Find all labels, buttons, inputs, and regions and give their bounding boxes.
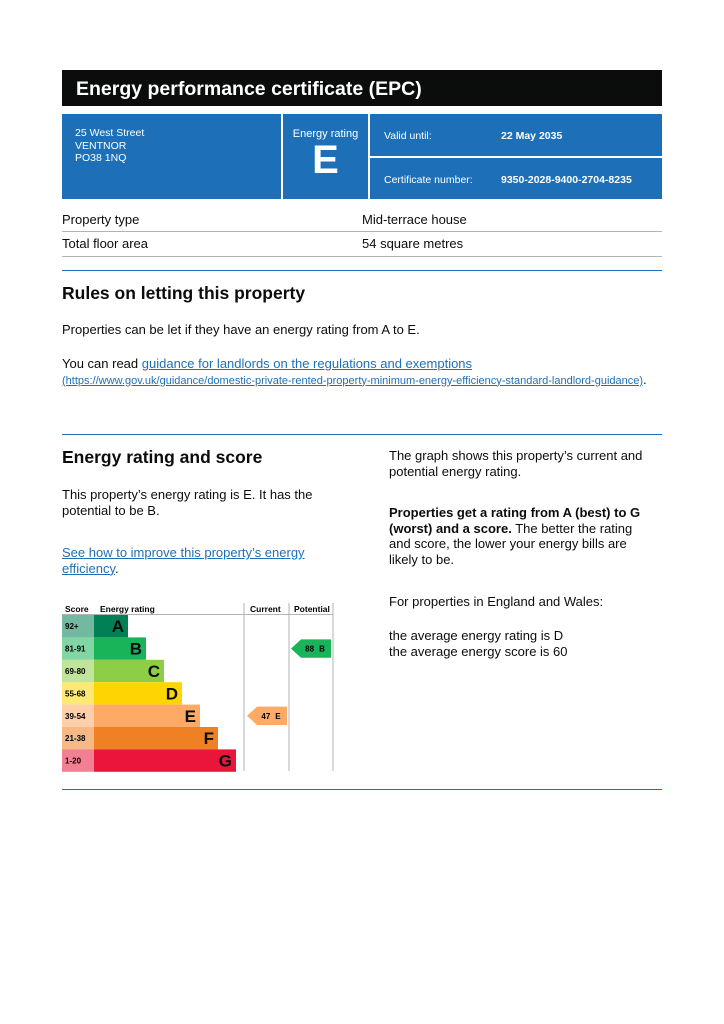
current-score: 47: [261, 712, 270, 721]
band-score: 39-54: [65, 712, 86, 721]
divider: [62, 434, 662, 435]
rating-bar: [94, 682, 182, 705]
score-cell: [62, 637, 94, 660]
band-letter: E: [185, 707, 196, 726]
title: Energy performance certificate (EPC): [76, 78, 422, 100]
valid-label: Valid until:: [384, 130, 432, 142]
band-score: 81-91: [65, 645, 86, 654]
graph-header: Score: [65, 604, 89, 614]
paragraph: the average energy rating is D the avera…: [389, 628, 655, 659]
score-cell: [62, 727, 94, 750]
table-cell: Mid-terrace house: [362, 212, 467, 227]
band-letter: A: [112, 617, 124, 636]
section-heading: Energy rating and score: [62, 447, 263, 467]
rating-box: Energy rating E: [283, 114, 368, 199]
current-letter: E: [275, 712, 281, 721]
band-letter: F: [204, 729, 214, 748]
valid-box: Valid until: 22 May 2035: [370, 114, 662, 156]
rating-bar: [94, 704, 200, 727]
text: the average energy rating is D: [389, 628, 564, 643]
text: .: [115, 560, 119, 576]
band-score: 1-20: [65, 757, 82, 766]
potential-score: 88: [305, 645, 314, 654]
current-label: 47 E: [261, 712, 281, 721]
rating-label: Energy rating: [292, 128, 359, 140]
divider: [62, 270, 662, 271]
rating-bar: [94, 727, 218, 750]
score-cell: [62, 682, 94, 705]
header-bar: Energy performance certificate (EPC): [62, 70, 662, 106]
potential-letter: B: [319, 645, 325, 654]
table-row: Total floor area 54 square metres: [62, 232, 662, 257]
text: .: [643, 371, 647, 387]
table-cell: Property type: [62, 212, 140, 227]
certificate-box: Certificate number: 9350-2028-9400-2704-…: [370, 158, 662, 199]
address-line: VENTNOR: [75, 139, 127, 152]
url-link[interactable]: (https://www.gov.uk/guidance/domestic-pr…: [62, 374, 644, 387]
table-row: Property type Mid-terrace house: [62, 210, 662, 232]
potential-label: 88 B: [305, 645, 325, 654]
current-arrow: [247, 706, 287, 725]
band-letter: D: [166, 684, 178, 703]
score-cell: [62, 615, 94, 638]
paragraph: Properties get a rating from A (best) to…: [389, 505, 655, 567]
table-cell: Total floor area: [62, 236, 148, 251]
band-score: 21-38: [65, 734, 86, 743]
paragraph: You can read guidance for landlords on t…: [62, 356, 662, 389]
rating-bar: [94, 615, 128, 638]
rating-bar: [94, 659, 164, 683]
band-score: 69-80: [65, 667, 86, 676]
address-box: 25 West Street VENTNOR PO38 1NQ: [62, 114, 281, 199]
band-letter: C: [148, 662, 160, 681]
band-letter: B: [130, 640, 142, 659]
rating-letter: E: [312, 138, 339, 182]
potential-arrow: [291, 639, 331, 658]
graph-header: Potential: [294, 604, 330, 614]
epc-graph: Score Energy rating Current Potential 92+ A 81…: [62, 603, 334, 772]
paragraph: This property’s energy rating is E. It h…: [62, 487, 313, 518]
graph-header: Energy rating: [100, 604, 155, 614]
table-cell: 54 square metres: [362, 236, 464, 251]
band-score: 92+: [65, 622, 79, 631]
link[interactable]: guidance for landlords on the regulation…: [141, 356, 473, 371]
address: 25 West Street VENTNOR PO38 1NQ: [75, 127, 144, 165]
text: You can read: [62, 356, 142, 371]
score-cell: [62, 749, 94, 772]
rating-bar: [94, 637, 146, 660]
paragraph: For properties in England and Wales:: [389, 594, 604, 609]
rating-bar: [94, 749, 236, 772]
band-letter: G: [219, 752, 232, 771]
section-heading: Rules on letting this property: [62, 283, 306, 303]
paragraph: See how to improve this property’s energ…: [62, 545, 324, 576]
certificate-value: 9350-2028-9400-2704-8235: [501, 174, 632, 186]
score-cell: [62, 659, 94, 683]
text: The better the rating and score, the low…: [389, 520, 633, 567]
band-score: 55-68: [65, 689, 86, 698]
divider: [62, 789, 662, 790]
score-cell: [62, 704, 94, 727]
text: the average energy score is 60: [389, 643, 568, 659]
paragraph: The graph shows this property’s current …: [389, 448, 643, 479]
valid-value: 22 May 2035: [501, 130, 563, 142]
graph-header: Current: [250, 604, 281, 614]
paragraph: Properties can be let if they have an en…: [62, 322, 420, 337]
address-line: 25 West Street: [75, 127, 145, 139]
address-line: PO38 1NQ: [75, 152, 127, 164]
link[interactable]: See how to improve this property’s energ…: [62, 545, 305, 576]
certificate-label: Certificate number:: [384, 174, 473, 186]
bold-text: Properties get a rating from A (best) to…: [389, 505, 641, 536]
